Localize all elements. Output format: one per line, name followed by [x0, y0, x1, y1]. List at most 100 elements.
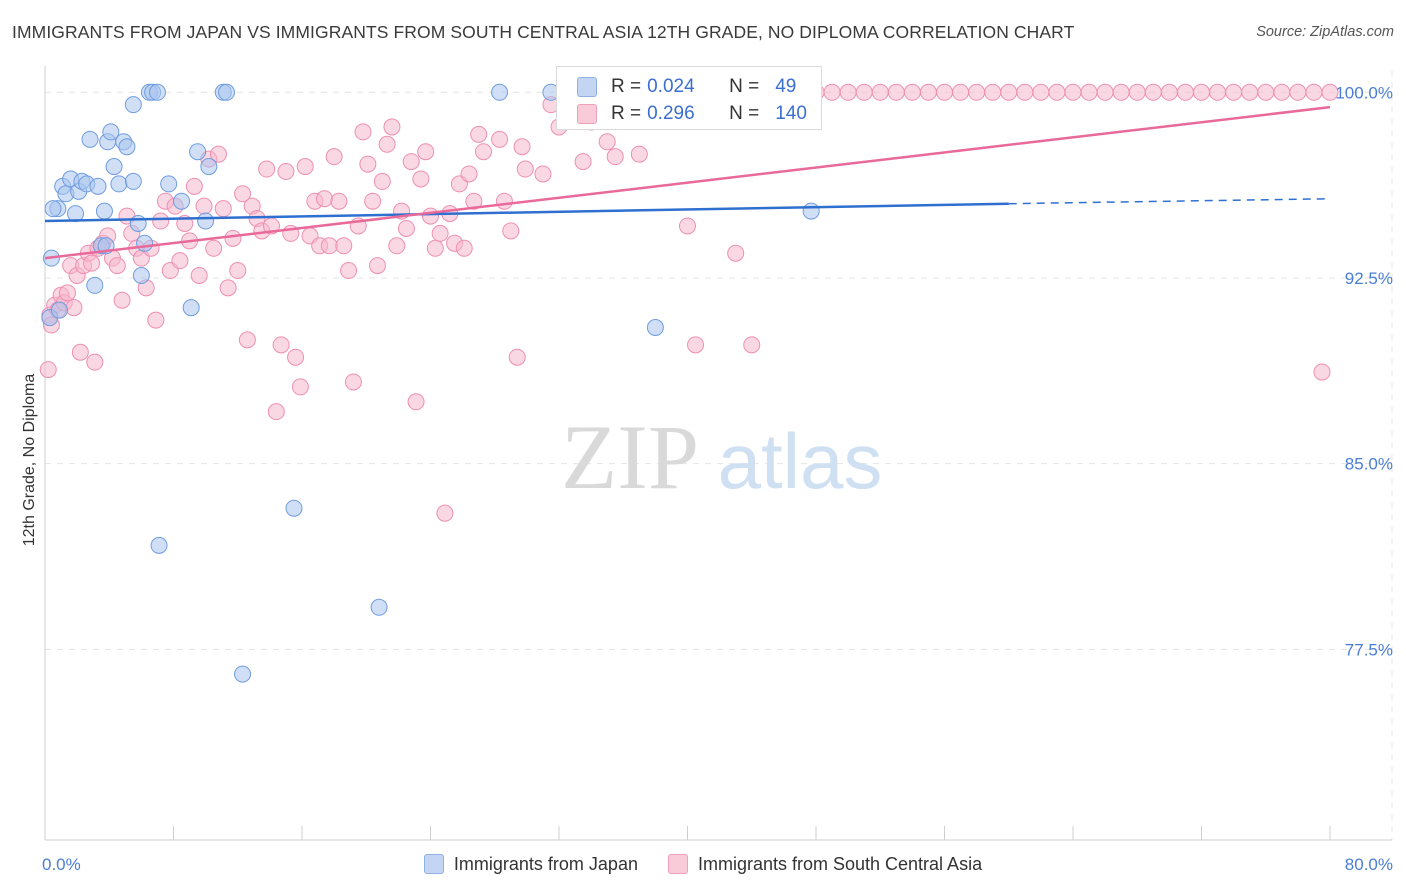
pink-point — [373, 172, 391, 190]
pink-point — [383, 118, 401, 136]
stats-swatch-blue — [577, 77, 597, 97]
blue-trendline — [44, 202, 1009, 223]
blue-point — [132, 266, 150, 284]
blue-point — [124, 96, 142, 114]
blue-point — [124, 172, 142, 190]
pink-point — [195, 197, 213, 215]
pink-point — [936, 83, 953, 101]
pink-point — [229, 262, 247, 280]
pink-point — [71, 343, 89, 361]
stats-row-pink: R = 0.296 N = 140 — [577, 102, 807, 126]
pink-point — [1112, 83, 1130, 101]
legend-item-blue[interactable]: Immigrants from Japan — [423, 854, 638, 875]
pink-point — [630, 145, 648, 163]
n-value-blue: 49 — [775, 76, 797, 97]
pink-point — [190, 266, 208, 284]
pink-point — [388, 237, 406, 255]
pink-point — [871, 83, 889, 101]
stats-box: R = 0.024 N = 49 R = 0.296 N = 140 — [556, 66, 822, 130]
pink-point — [470, 125, 488, 143]
pink-point — [513, 138, 531, 156]
pink-point — [1176, 83, 1194, 101]
pink-point — [330, 192, 348, 210]
pink-point — [39, 361, 57, 379]
pink-point — [113, 291, 131, 309]
blue-point — [150, 536, 168, 554]
pink-point — [335, 237, 353, 255]
blue-point — [86, 276, 104, 294]
pink-point — [267, 403, 285, 421]
x-tick-label-min: 0.0% — [42, 855, 81, 874]
y-tick-label: 92.5% — [1345, 269, 1393, 288]
pink-point — [984, 83, 1002, 101]
pink-point — [422, 207, 439, 225]
r-label: R = — [611, 76, 642, 97]
pink-point — [687, 336, 705, 354]
x-tick-label-max: 80.0% — [1345, 855, 1393, 874]
pink-point — [460, 165, 478, 183]
blue-point — [218, 83, 236, 101]
blue-point — [102, 123, 120, 141]
n-value-pink: 140 — [775, 103, 807, 124]
blue-point — [491, 83, 509, 101]
pink-point — [887, 83, 905, 101]
pink-point — [1305, 83, 1323, 101]
blue-point — [89, 177, 107, 195]
pink-point — [679, 217, 696, 235]
pink-point — [108, 257, 126, 275]
pink-point — [574, 153, 592, 171]
watermark: ZIP atlas — [561, 406, 882, 508]
pink-point — [219, 279, 237, 297]
pink-point — [238, 331, 256, 349]
pink-point — [436, 504, 454, 522]
blue-point — [95, 202, 113, 220]
watermark-atlas: atlas — [718, 417, 883, 505]
pink-point — [83, 254, 101, 272]
n-label: N = — [729, 76, 760, 97]
pink-point — [1273, 83, 1291, 101]
y-tick-label: 85.0% — [1345, 455, 1393, 474]
pink-point — [407, 393, 425, 411]
pink-point — [65, 299, 83, 317]
pink-point — [1257, 83, 1275, 101]
pink-point — [502, 222, 520, 240]
r-value-blue: 0.024 — [647, 76, 695, 97]
pink-point — [1080, 83, 1098, 101]
pink-point — [1321, 83, 1339, 101]
pink-point — [919, 83, 937, 101]
pink-point — [1128, 83, 1146, 101]
blue-point — [136, 234, 154, 252]
blue-point — [370, 598, 388, 616]
blue-point — [129, 215, 147, 233]
axes — [44, 66, 1392, 841]
pink-point — [417, 143, 435, 161]
pink-point — [743, 336, 761, 354]
legend: Immigrants from Japan Immigrants from So… — [0, 848, 1406, 880]
pink-point — [291, 378, 309, 396]
blue-point — [197, 212, 215, 230]
pink-point — [378, 135, 396, 153]
blue-point — [50, 301, 68, 319]
pink-point — [359, 155, 377, 173]
pink-point — [606, 148, 624, 166]
pink-point — [952, 83, 970, 101]
pink-point — [344, 373, 362, 391]
y-tick-label: 100.0% — [1335, 83, 1393, 102]
pink-point — [839, 83, 857, 101]
legend-item-pink[interactable]: Immigrants from South Central Asia — [667, 854, 982, 875]
pink-point — [320, 237, 338, 255]
tick-labels: 100.0% 92.5% 85.0% 77.5% 0.0% 80.0% — [42, 83, 1393, 874]
pink-point — [1000, 83, 1018, 101]
pink-point — [368, 257, 386, 275]
pink-point — [234, 185, 252, 203]
pink-point — [354, 123, 372, 141]
pink-point — [364, 192, 382, 210]
blue-point — [118, 138, 136, 156]
pink-point — [475, 143, 493, 161]
trendlines — [44, 105, 1331, 260]
y-tick-label: 77.5% — [1345, 640, 1393, 659]
stats-swatch-pink — [577, 104, 597, 124]
pink-point — [147, 311, 165, 329]
pink-point — [1032, 83, 1050, 101]
